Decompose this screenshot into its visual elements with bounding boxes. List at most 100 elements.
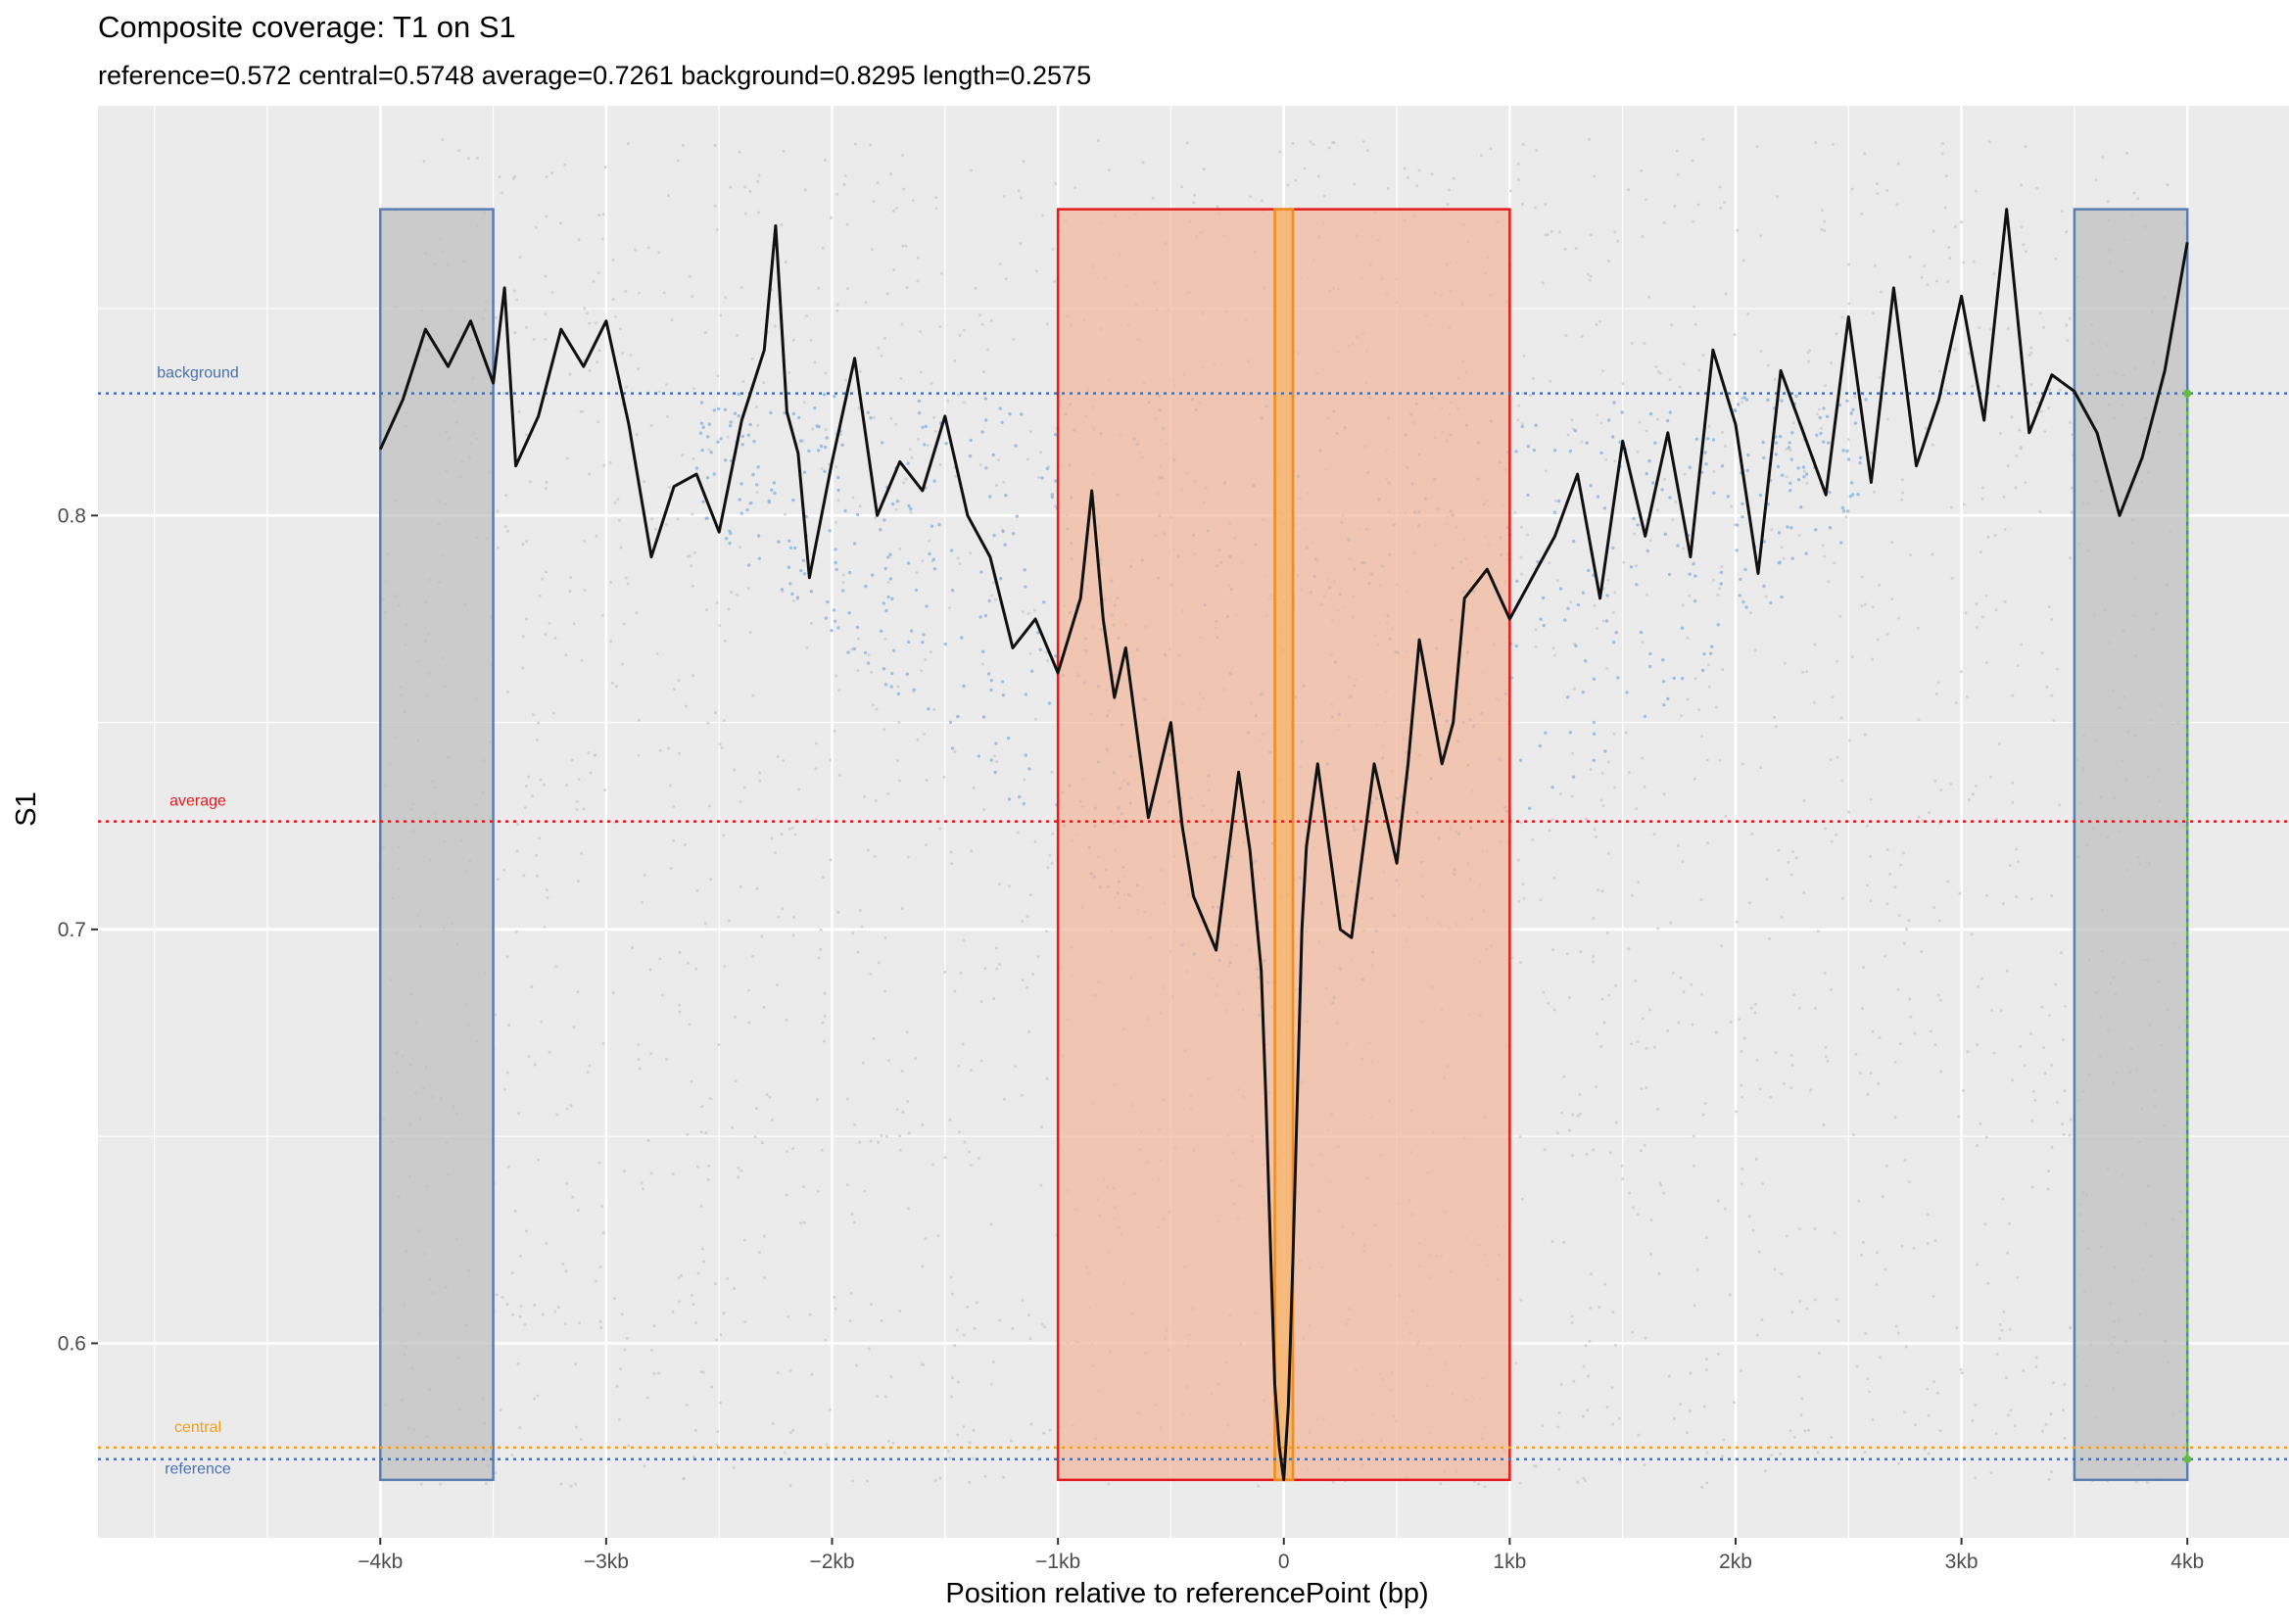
data-point <box>1017 189 1021 193</box>
data-point <box>1053 279 1057 283</box>
data-point <box>1526 445 1531 449</box>
data-point <box>924 424 928 429</box>
data-point <box>577 778 581 782</box>
data-point <box>906 1100 910 1104</box>
data-point <box>863 1189 867 1193</box>
data-point <box>1797 1375 1801 1379</box>
data-point <box>722 834 726 837</box>
data-point <box>1797 534 1801 538</box>
data-point <box>1216 205 1219 209</box>
data-point <box>1817 407 1821 411</box>
data-point <box>1516 162 1520 166</box>
y-axis-title: S1 <box>11 791 42 826</box>
data-point <box>467 157 470 160</box>
data-point <box>904 244 908 248</box>
data-point <box>1884 954 1886 958</box>
series-line-0 <box>378 208 2189 1482</box>
data-point <box>788 582 792 586</box>
data-point <box>758 779 762 783</box>
data-point <box>839 433 842 437</box>
data-point <box>1669 921 1673 925</box>
data-point <box>1682 547 1686 550</box>
data-point <box>876 181 880 185</box>
data-point <box>1556 1425 1560 1429</box>
data-point <box>990 594 994 597</box>
data-point <box>995 967 999 971</box>
data-point <box>535 853 539 857</box>
data-point <box>2003 599 2007 603</box>
data-point <box>816 1189 820 1193</box>
data-point <box>1589 274 1593 278</box>
data-point <box>1868 854 1872 858</box>
data-point <box>981 662 984 666</box>
data-point <box>983 397 987 401</box>
data-point <box>907 1131 911 1135</box>
data-point <box>457 149 461 153</box>
data-point <box>503 525 507 528</box>
data-point <box>1904 1345 1908 1349</box>
data-point <box>856 637 860 641</box>
data-point <box>523 1322 527 1326</box>
data-point <box>613 501 617 504</box>
data-point <box>626 582 630 586</box>
data-point <box>1643 342 1646 346</box>
data-point <box>1042 1431 1046 1435</box>
data-point <box>1603 749 1607 753</box>
data-point <box>716 374 720 378</box>
data-point <box>905 286 909 290</box>
data-point <box>1658 371 1662 375</box>
data-point <box>1636 1213 1640 1217</box>
data-point <box>441 138 445 142</box>
data-point <box>989 679 993 683</box>
data-point <box>1722 1438 1726 1442</box>
data-point <box>902 481 906 485</box>
data-point <box>543 783 547 787</box>
data-point <box>881 441 884 445</box>
data-point <box>809 338 813 342</box>
data-point <box>569 1484 573 1488</box>
data-point <box>1688 594 1692 597</box>
data-point <box>921 425 925 429</box>
data-point <box>1898 1042 1902 1046</box>
data-point <box>788 546 793 549</box>
data-point <box>616 498 620 502</box>
data-point <box>1520 1197 1524 1201</box>
data-point <box>869 973 873 976</box>
data-point <box>1631 893 1634 897</box>
data-point <box>922 633 926 637</box>
data-point <box>537 721 541 725</box>
data-point <box>2013 1424 2017 1428</box>
data-point <box>1893 1060 1897 1064</box>
data-point <box>704 1131 708 1135</box>
data-point <box>894 507 898 511</box>
data-point <box>1028 651 1032 655</box>
data-point <box>1828 526 1833 530</box>
data-point <box>610 681 614 685</box>
data-point <box>882 667 886 671</box>
data-point <box>1550 1240 1554 1244</box>
data-point <box>2060 210 2064 214</box>
data-point <box>814 741 818 745</box>
data-point <box>1940 142 1944 146</box>
data-point <box>2107 200 2111 204</box>
data-point <box>1823 554 1827 558</box>
data-point <box>1718 758 1722 762</box>
data-point <box>698 431 703 435</box>
data-point <box>1935 279 1938 283</box>
data-point <box>962 684 966 688</box>
data-point <box>1647 459 1651 463</box>
data-point <box>864 301 868 305</box>
data-point <box>884 608 888 613</box>
data-point <box>538 836 542 840</box>
data-point <box>2132 191 2136 195</box>
data-point <box>2003 527 2007 531</box>
data-point <box>791 933 795 937</box>
data-point <box>723 458 728 462</box>
data-point <box>890 502 895 506</box>
data-point <box>900 322 904 326</box>
data-point <box>872 200 876 204</box>
data-point <box>649 1052 653 1056</box>
data-point <box>837 773 841 777</box>
data-point <box>836 626 840 630</box>
data-point <box>1743 567 1747 572</box>
